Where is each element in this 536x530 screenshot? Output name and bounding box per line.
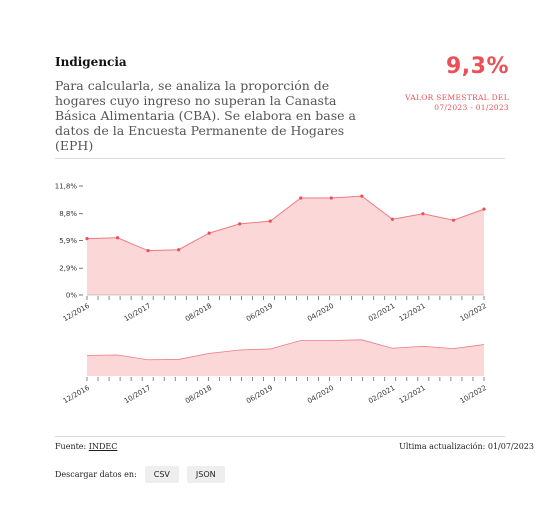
y-tick-label: 5,9%: [59, 237, 77, 245]
json-button[interactable]: JSON: [186, 466, 225, 483]
last-updated: Ultima actualización: 01/07/2023: [399, 442, 534, 451]
overview-line: [86, 339, 485, 361]
data-point: [421, 212, 425, 216]
y-tick-label: 2,9%: [59, 265, 77, 273]
x-tick-label: 10/2017: [123, 384, 152, 405]
source-line: Fuente: INDEC: [55, 442, 117, 451]
series-line: [86, 195, 485, 252]
download-bar: Descargar datos en: CSV JSON: [55, 466, 225, 483]
header-divider: [55, 158, 505, 159]
x-tick-label: 02/2021: [367, 302, 396, 323]
data-point: [115, 236, 120, 240]
x-tick-label: 10/2022: [459, 302, 488, 323]
data-point: [360, 194, 364, 198]
data-point: [238, 222, 242, 226]
csv-button[interactable]: CSV: [144, 466, 179, 483]
footer-divider: [55, 436, 505, 437]
headline-caption-line1: VALOR SEMESTRAL DEL: [405, 93, 509, 102]
data-point: [85, 237, 89, 241]
x-tick-label: 06/2019: [245, 384, 274, 405]
chart-title: Indigencia: [55, 55, 127, 69]
headline-value: 9,3%: [445, 54, 509, 79]
data-point: [390, 217, 394, 221]
y-tick-label: 8,8%: [59, 210, 77, 218]
headline-caption: VALOR SEMESTRAL DEL 07/2023 - 01/2023: [405, 93, 509, 113]
overview-area: [87, 339, 484, 376]
x-tick-label: 08/2018: [184, 302, 213, 323]
data-point: [451, 218, 456, 222]
data-point: [207, 231, 211, 235]
x-tick-label: 10/2022: [459, 384, 488, 405]
data-point: [177, 248, 181, 252]
x-tick-label: 12/2016: [62, 384, 92, 406]
y-tick-label: 11,8%: [55, 183, 78, 191]
x-tick-label: 12/2016: [62, 302, 92, 324]
data-point: [146, 249, 150, 253]
area-fill: [87, 196, 484, 295]
y-tick-label: 0%: [66, 292, 77, 300]
x-tick-label: 04/2020: [306, 302, 335, 323]
x-tick-label: 12/2021: [398, 302, 427, 323]
x-tick-label: 08/2018: [184, 384, 213, 405]
source-label: Fuente:: [55, 442, 87, 451]
source-link[interactable]: INDEC: [88, 442, 118, 451]
chart-description: Para calcularla, se analiza la proporció…: [55, 78, 356, 153]
x-tick-label: 06/2019: [245, 302, 274, 323]
data-point: [268, 219, 272, 223]
headline-caption-line2: 07/2023 - 01/2023: [434, 103, 509, 112]
data-point: [482, 207, 486, 211]
x-tick-label: 12/2021: [398, 384, 427, 405]
x-tick-label: 10/2017: [123, 302, 152, 323]
download-label: Descargar datos en:: [55, 470, 137, 479]
x-tick-label: 04/2020: [306, 384, 335, 405]
data-point: [299, 196, 303, 200]
x-tick-label: 02/2021: [367, 384, 396, 405]
data-point: [329, 196, 333, 200]
